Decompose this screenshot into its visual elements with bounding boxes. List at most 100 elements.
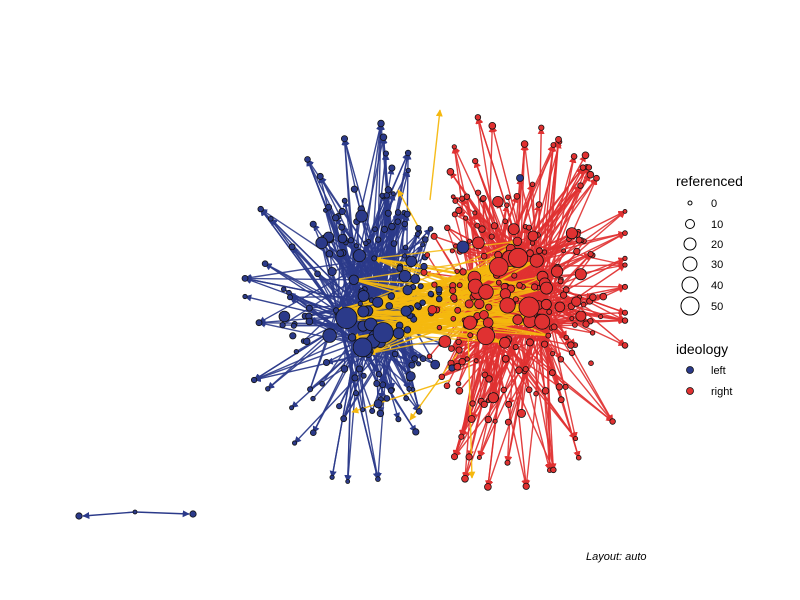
network-node bbox=[372, 296, 384, 308]
network-node bbox=[456, 240, 470, 254]
network-node bbox=[337, 233, 348, 244]
network-node bbox=[340, 415, 348, 423]
network-node bbox=[487, 392, 499, 404]
network-edge bbox=[346, 317, 543, 323]
network-node bbox=[265, 386, 271, 392]
network-node bbox=[480, 400, 488, 408]
network-node bbox=[419, 299, 426, 306]
size-key-label-20: 20 bbox=[711, 239, 723, 251]
network-node bbox=[325, 250, 334, 258]
network-node bbox=[476, 454, 482, 460]
network-node bbox=[522, 482, 530, 490]
network-node bbox=[555, 135, 562, 143]
network-node bbox=[572, 322, 578, 328]
network-edge bbox=[258, 257, 375, 324]
network-node bbox=[347, 237, 354, 244]
network-node bbox=[574, 268, 587, 281]
network-node bbox=[480, 252, 488, 260]
network-node bbox=[585, 164, 593, 171]
network-node bbox=[554, 301, 566, 313]
network-node bbox=[435, 285, 443, 294]
network-node bbox=[529, 181, 536, 187]
network-node bbox=[467, 238, 473, 244]
size-key-0 bbox=[687, 200, 693, 206]
network-node bbox=[451, 144, 457, 150]
network-node bbox=[373, 399, 383, 409]
network-node bbox=[387, 387, 395, 394]
network-node bbox=[340, 135, 348, 143]
network-node bbox=[322, 358, 330, 366]
network-node bbox=[520, 140, 529, 148]
network-node bbox=[490, 222, 498, 230]
network-node bbox=[454, 306, 462, 314]
network-node bbox=[348, 274, 360, 286]
network-node bbox=[569, 316, 575, 321]
network-edge bbox=[537, 155, 576, 288]
network-edge bbox=[486, 324, 544, 488]
network-node bbox=[474, 298, 485, 310]
network-node bbox=[563, 334, 569, 341]
network-node bbox=[589, 293, 597, 301]
network-node bbox=[290, 322, 297, 329]
network-node bbox=[436, 324, 443, 331]
network-edge bbox=[496, 266, 626, 314]
network-node bbox=[417, 283, 424, 290]
network-edge bbox=[541, 264, 626, 323]
network-node bbox=[355, 365, 363, 373]
network-node bbox=[476, 326, 496, 346]
network-node bbox=[376, 409, 385, 418]
network-node bbox=[534, 313, 551, 330]
network-node bbox=[421, 236, 429, 243]
network-node bbox=[303, 337, 311, 346]
network-node bbox=[405, 371, 416, 382]
network-node bbox=[403, 210, 411, 218]
network-node bbox=[571, 296, 582, 307]
network-node bbox=[522, 366, 529, 373]
network-node bbox=[555, 383, 563, 391]
network-node bbox=[586, 170, 595, 179]
network-node bbox=[305, 304, 313, 312]
network-edge bbox=[476, 116, 519, 242]
network-node bbox=[472, 158, 479, 165]
network-edge bbox=[253, 353, 369, 383]
network-node bbox=[529, 253, 544, 268]
network-node bbox=[565, 227, 578, 240]
network-node bbox=[406, 386, 412, 392]
network-node bbox=[402, 284, 413, 296]
network-node bbox=[395, 416, 402, 423]
network-node bbox=[387, 292, 395, 300]
network-node bbox=[310, 395, 316, 402]
network-node bbox=[350, 185, 358, 193]
network-node bbox=[430, 232, 438, 240]
network-node bbox=[304, 156, 311, 163]
network-node bbox=[394, 218, 401, 225]
network-node bbox=[455, 206, 463, 214]
network-node bbox=[512, 236, 523, 247]
right-nodes bbox=[420, 114, 629, 491]
network-node bbox=[257, 205, 264, 213]
network-node bbox=[472, 210, 478, 216]
network-node bbox=[420, 242, 426, 248]
network-node bbox=[540, 340, 549, 348]
network-node bbox=[424, 252, 431, 258]
network-node bbox=[450, 453, 458, 461]
network-node bbox=[575, 236, 583, 244]
network-node bbox=[484, 483, 492, 491]
network-node bbox=[289, 332, 297, 340]
network-node bbox=[621, 342, 629, 349]
network-node bbox=[309, 220, 317, 228]
network-node bbox=[469, 400, 476, 407]
network-node bbox=[379, 133, 388, 141]
network-node bbox=[516, 174, 524, 182]
size-key-50 bbox=[680, 296, 700, 316]
network-node bbox=[341, 197, 348, 204]
network-edge bbox=[344, 337, 354, 483]
network-node bbox=[573, 247, 581, 255]
network-node bbox=[315, 236, 328, 250]
layout-note: Layout: auto bbox=[586, 551, 647, 563]
network-node bbox=[512, 344, 519, 351]
network-edge bbox=[336, 312, 380, 480]
network-node bbox=[609, 418, 616, 425]
network-node bbox=[394, 209, 402, 216]
network-node bbox=[512, 296, 519, 303]
